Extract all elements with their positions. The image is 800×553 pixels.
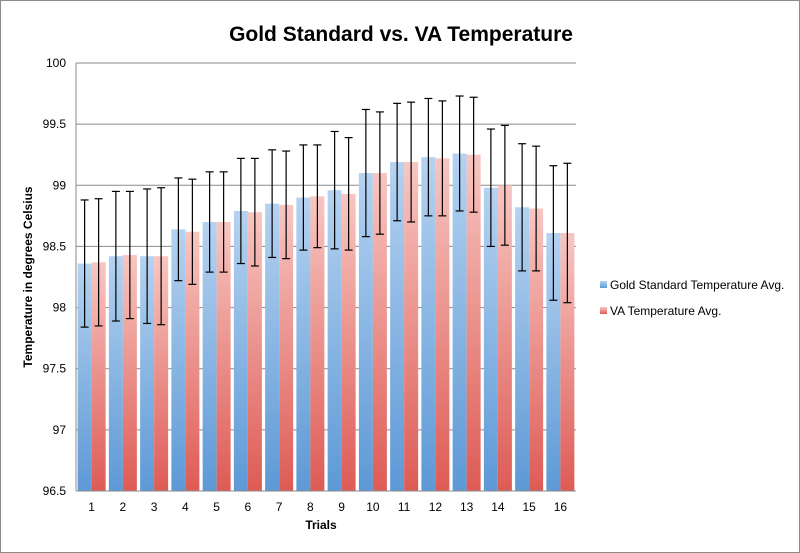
error-bars (80, 95, 572, 328)
bar-gold-standard (108, 256, 123, 491)
x-tick-label: 1 (88, 500, 95, 514)
x-tick-label: 9 (338, 500, 345, 514)
bar-gold-standard (546, 232, 561, 491)
bar-gold-standard (421, 157, 436, 491)
legend-label-va: VA Temperature Avg. (610, 304, 721, 318)
x-tick-labels: 1 2 3 4 5 6 7 8 9 10 11 12 13 14 15 16 (88, 500, 567, 514)
bar-gold-standard (452, 153, 467, 491)
bar-va (529, 208, 544, 491)
bar-gold-standard (483, 187, 498, 491)
bar-gold-standard (171, 229, 186, 491)
bar-va (216, 221, 231, 491)
bar-va (560, 232, 575, 491)
bar-va (404, 162, 419, 491)
x-tick-label: 7 (276, 500, 283, 514)
bars (77, 153, 575, 492)
y-tick-labels: 96.5 97 97.5 98 98.5 99 99.5 100 (43, 56, 67, 498)
x-tick-label: 10 (366, 500, 380, 514)
y-tick-label: 97.5 (43, 362, 67, 376)
y-tick-label: 98 (53, 301, 67, 315)
y-tick-label: 98.5 (43, 239, 67, 253)
bar-gold-standard (390, 162, 405, 491)
bar-va (372, 173, 387, 492)
y-tick-label: 97 (53, 423, 67, 437)
bar-va (310, 196, 325, 491)
bar-va (466, 154, 481, 491)
bar-va (497, 185, 512, 492)
bar-gold-standard (358, 173, 373, 492)
x-tick-label: 12 (429, 500, 443, 514)
bar-va (122, 254, 137, 491)
bar-gold-standard (265, 203, 280, 491)
chart-title: Gold Standard vs. VA Temperature (229, 23, 573, 46)
bar-gold-standard (327, 190, 342, 492)
bar-va (435, 158, 450, 491)
y-tick-label: 100 (46, 56, 66, 70)
x-tick-label: 3 (151, 500, 158, 514)
bar-va (341, 193, 356, 492)
legend-swatch-va (600, 307, 607, 314)
x-tick-label: 14 (491, 500, 505, 514)
legend-label-gold-standard: Gold Standard Temperature Avg. (610, 278, 784, 292)
x-tick-label: 4 (182, 500, 189, 514)
x-tick-label: 2 (120, 500, 127, 514)
bar-gold-standard (77, 263, 92, 491)
x-tick-label: 11 (398, 500, 411, 514)
x-tick-label: 13 (460, 500, 474, 514)
bar-gold-standard (233, 210, 248, 492)
y-tick-label: 99 (53, 178, 67, 192)
legend-swatch-gold-standard (600, 281, 607, 288)
x-tick-label: 6 (245, 500, 252, 514)
y-tick-label: 99.5 (43, 117, 67, 131)
bar-va (185, 231, 200, 492)
bar-va (247, 212, 262, 491)
legend: Gold Standard Temperature Avg. VA Temper… (600, 278, 784, 318)
x-tick-label: 15 (522, 500, 536, 514)
bar-gold-standard (515, 207, 530, 491)
bar-gold-standard (296, 197, 311, 491)
bar-gold-standard (140, 256, 155, 491)
bar-va (91, 262, 106, 491)
axes (75, 63, 576, 492)
bar-va (154, 256, 169, 491)
y-axis-title: Temperature in degrees Celsius (21, 186, 35, 368)
bar-gold-standard (202, 221, 217, 491)
bar-va (279, 204, 294, 491)
y-tick-label: 96.5 (43, 484, 67, 498)
x-tick-label: 8 (307, 500, 314, 514)
x-tick-label: 16 (554, 500, 568, 514)
x-axis-title: Trials (305, 518, 337, 532)
x-tick-label: 5 (213, 500, 220, 514)
